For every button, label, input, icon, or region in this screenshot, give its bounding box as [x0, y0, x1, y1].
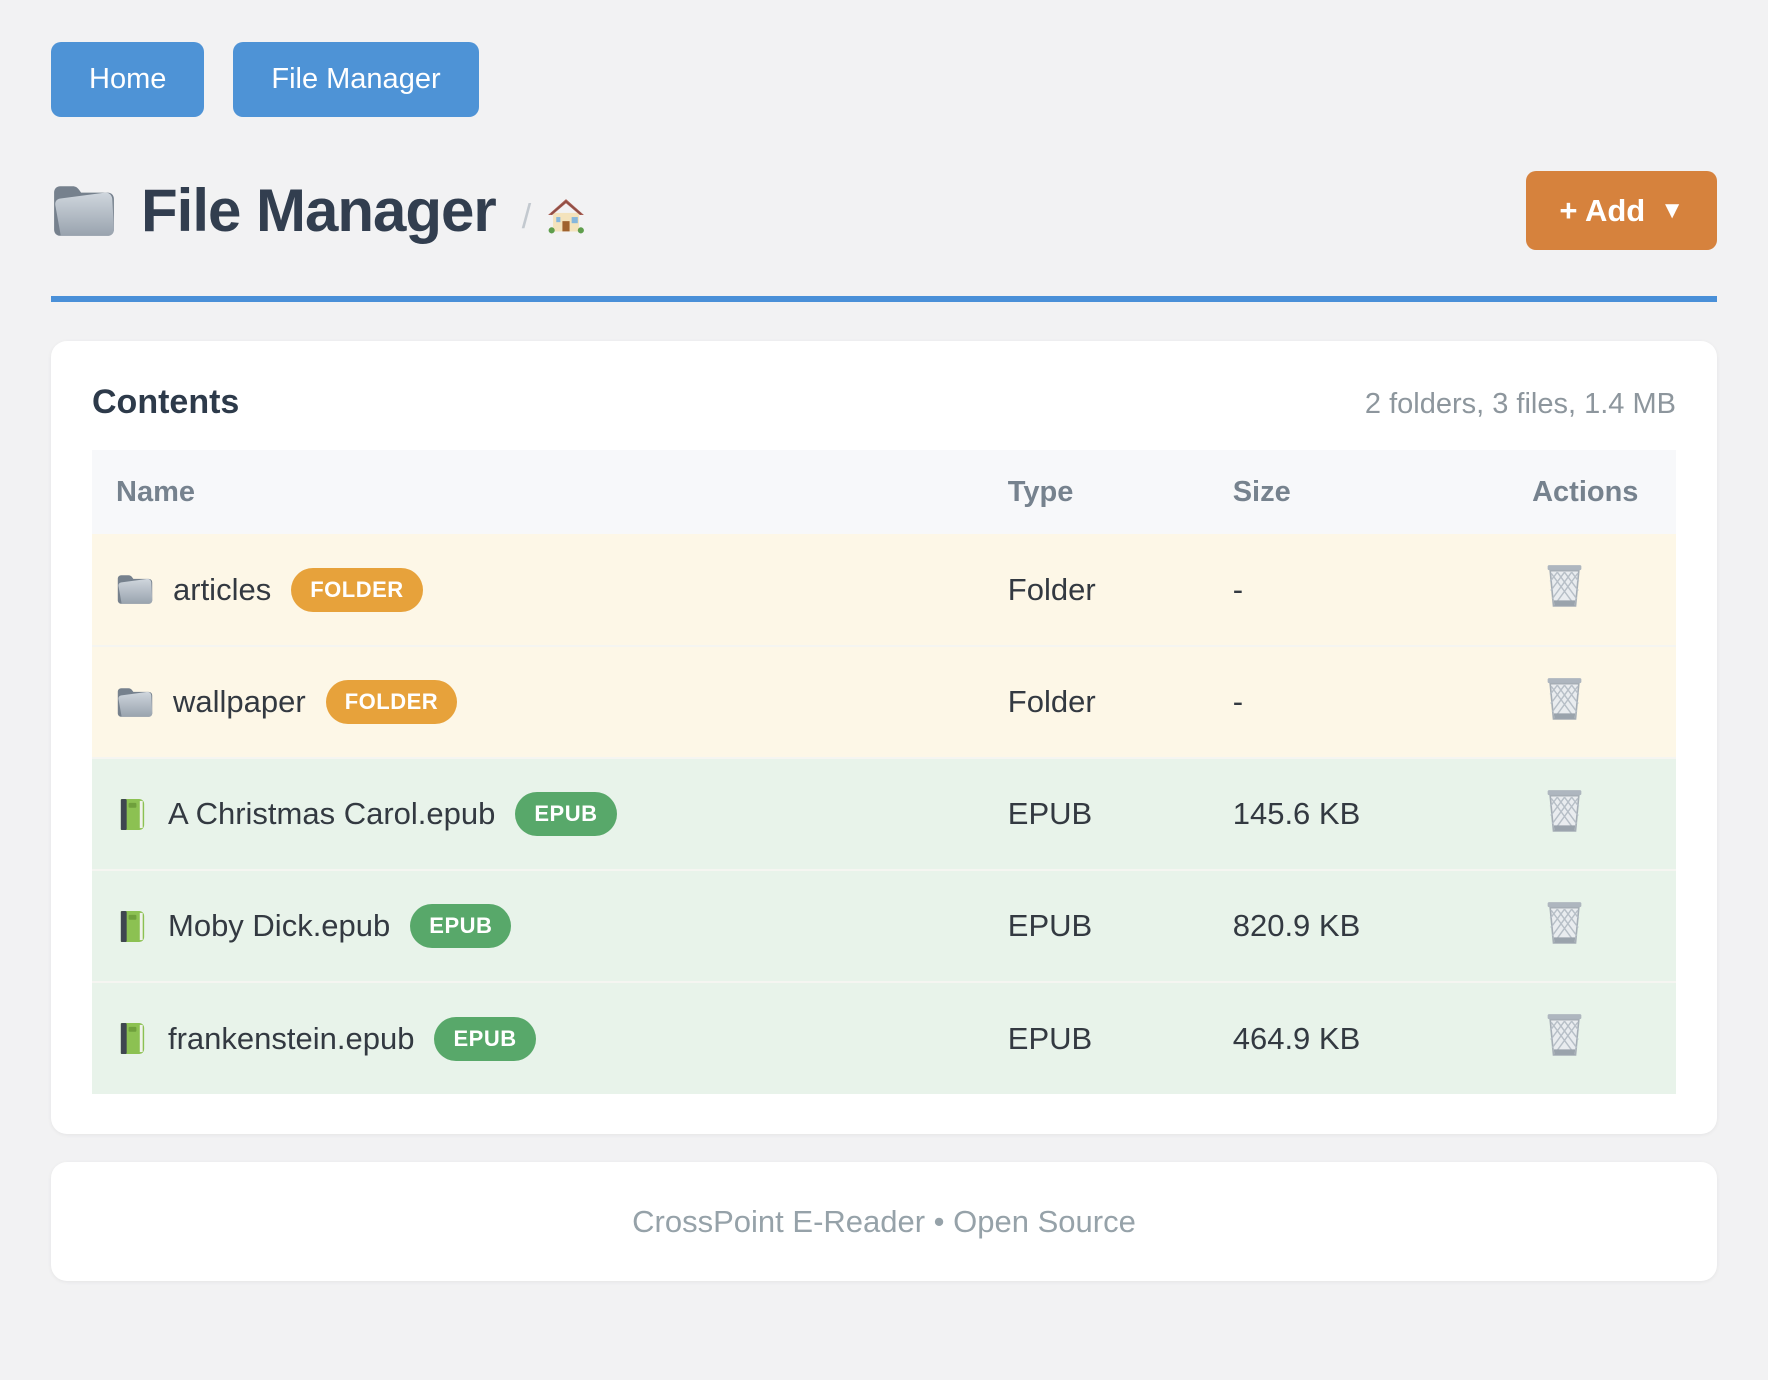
- header-divider: [51, 296, 1717, 302]
- row-type: Folder: [983, 534, 1209, 646]
- chevron-down-icon: ▼: [1660, 196, 1684, 224]
- trash-icon: [1544, 787, 1585, 837]
- contents-title: Contents: [92, 383, 240, 421]
- delete-button[interactable]: [1544, 675, 1585, 725]
- row-badge: EPUB: [434, 1016, 536, 1061]
- green-book-icon: [116, 796, 149, 833]
- trash-icon: [1544, 562, 1585, 612]
- column-header-actions: Actions: [1508, 450, 1676, 534]
- home-icon[interactable]: [545, 195, 587, 240]
- trash-icon: [1544, 1011, 1585, 1061]
- delete-button[interactable]: [1544, 1011, 1585, 1061]
- column-header-size: Size: [1208, 450, 1509, 534]
- file-manager-button[interactable]: File Manager: [233, 42, 479, 117]
- table-row: articles FOLDER Folder -: [92, 534, 1676, 646]
- row-name[interactable]: Moby Dick.epub: [168, 908, 391, 943]
- footer-text: CrossPoint E-Reader • Open Source: [632, 1203, 1136, 1239]
- row-size: 820.9 KB: [1208, 869, 1509, 982]
- row-size: -: [1208, 645, 1509, 758]
- delete-button[interactable]: [1544, 562, 1585, 612]
- row-size: 464.9 KB: [1208, 981, 1509, 1094]
- title-group: File Manager /: [51, 176, 587, 245]
- contents-card: Contents 2 folders, 3 files, 1.4 MB Name…: [51, 341, 1717, 1134]
- row-name[interactable]: frankenstein.epub: [168, 1020, 415, 1056]
- folder-icon: [116, 573, 154, 606]
- table-row: frankenstein.epub EPUB EPUB 464.9 KB: [92, 981, 1676, 1094]
- files-table: Name Type Size Actions articles FOLDER F…: [92, 450, 1676, 1094]
- column-header-name: Name: [92, 450, 984, 534]
- row-badge: FOLDER: [291, 567, 423, 612]
- contents-card-header: Contents 2 folders, 3 files, 1.4 MB: [92, 383, 1676, 422]
- row-size: 145.6 KB: [1208, 757, 1509, 870]
- breadcrumb-separator: /: [521, 198, 532, 236]
- row-name[interactable]: articles: [173, 571, 272, 607]
- contents-summary: 2 folders, 3 files, 1.4 MB: [1364, 388, 1676, 420]
- delete-button[interactable]: [1544, 787, 1585, 837]
- row-size: -: [1208, 534, 1509, 646]
- page-title: File Manager: [141, 177, 497, 244]
- row-badge: EPUB: [410, 904, 512, 948]
- page-header: File Manager / + Add ▼: [51, 171, 1717, 250]
- folder-icon: [116, 686, 154, 719]
- table-header-row: Name Type Size Actions: [92, 450, 1676, 534]
- home-button[interactable]: Home: [51, 42, 205, 117]
- table-row: A Christmas Carol.epub EPUB EPUB 145.6 K…: [92, 757, 1676, 870]
- trash-icon: [1544, 675, 1585, 725]
- green-book-icon: [116, 1020, 149, 1057]
- table-row: wallpaper FOLDER Folder -: [92, 645, 1676, 758]
- folder-icon: [51, 183, 117, 244]
- page: Home File Manager File Manager / + Add ▼…: [51, 42, 1717, 1281]
- row-type: EPUB: [983, 981, 1209, 1094]
- row-type: EPUB: [983, 757, 1209, 870]
- row-badge: FOLDER: [325, 680, 458, 724]
- add-button-label: + Add: [1559, 192, 1646, 228]
- row-name[interactable]: wallpaper: [173, 684, 306, 719]
- row-badge: EPUB: [515, 792, 617, 836]
- row-name[interactable]: A Christmas Carol.epub: [168, 796, 496, 831]
- footer-card: CrossPoint E-Reader • Open Source: [51, 1162, 1717, 1281]
- row-type: Folder: [983, 645, 1209, 758]
- green-book-icon: [116, 908, 149, 945]
- row-type: EPUB: [983, 869, 1209, 982]
- contents-table-body: articles FOLDER Folder - wallpaper: [92, 534, 1676, 1094]
- table-row: Moby Dick.epub EPUB EPUB 820.9 KB: [92, 869, 1676, 982]
- add-button[interactable]: + Add ▼: [1526, 171, 1717, 250]
- column-header-type: Type: [983, 450, 1209, 534]
- trash-icon: [1544, 899, 1585, 949]
- top-navigation: Home File Manager: [51, 42, 1717, 117]
- delete-button[interactable]: [1544, 899, 1585, 949]
